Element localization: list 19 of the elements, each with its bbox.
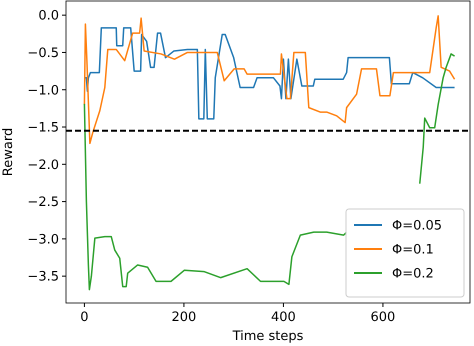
x-tick-label: 200 [172,310,196,325]
y-tick-label: −1.0 [27,83,59,98]
line-series [84,15,456,144]
y-tick-label: −0.5 [27,46,59,61]
line-series [84,27,456,120]
legend-label: Φ=0.05 [392,218,442,234]
y-tick-label: 0.0 [38,8,59,24]
y-tick-label: −3.5 [27,270,59,285]
x-tick-label: 400 [271,310,296,325]
y-tick-label: −3.0 [27,232,59,248]
legend-label: Φ=0.1 [392,242,434,258]
y-tick-label: −2.0 [27,158,59,173]
legend-label: Φ=0.2 [392,266,434,282]
y-axis-title: Reward [1,128,16,176]
y-tick-label: −1.5 [27,120,59,136]
x-tick-label: 0 [80,310,89,325]
y-tick-label: −2.5 [27,195,59,210]
x-tick-label: 600 [370,310,396,325]
x-axis-title: Time steps [232,329,304,344]
